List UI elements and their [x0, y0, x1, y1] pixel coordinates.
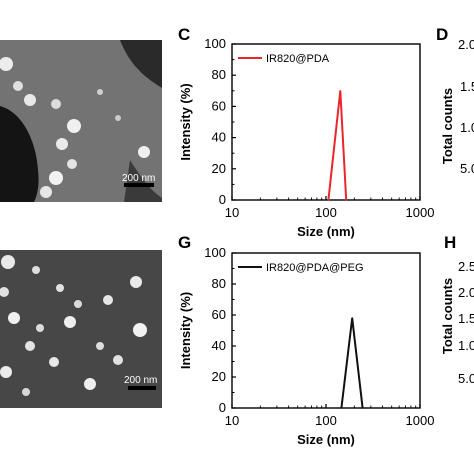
chart-d-ytick-2: 1.5 [460, 79, 474, 94]
chart-c-ytick-label: 80 [212, 67, 226, 82]
chart-g-data-point [340, 407, 343, 409]
chart-c-xtick-label: 1000 [406, 205, 435, 220]
chart-panel-h-partial: H Total counts 2.5 2.0 1.5 1.0 5.0 [440, 233, 474, 386]
chart-c-ytick-label: 20 [212, 161, 226, 176]
chart-c-data-point [327, 199, 330, 201]
chart-d-ytick-4: 5.0 [460, 161, 474, 176]
chart-panel-d-partial: D Total counts 2.0 1.5 1.0 5.0 [436, 25, 474, 176]
chart-g-data-point [361, 407, 364, 409]
chart-g-ytick-label: 20 [212, 369, 226, 384]
chart-g-data-point [351, 317, 354, 319]
sem-image-top: 200 nm [0, 40, 162, 202]
chart-g-series-line [340, 317, 364, 409]
panel-h-label: H [444, 233, 456, 252]
panel-c-label: C [178, 25, 190, 44]
panel-d-label: D [436, 25, 448, 44]
chart-d-ytick-3: 1.0 [460, 120, 474, 135]
chart-c-xtick-label: 100 [315, 205, 337, 220]
chart-d-ylabel: Total counts [440, 88, 455, 164]
chart-g-xlabel: Size (nm) [297, 432, 355, 447]
chart-c-legend-label: IR820@PDA [266, 53, 330, 65]
chart-c-ytick-label: 100 [204, 36, 226, 51]
chart-h-ytick-2: 2.0 [458, 285, 474, 300]
chart-c-ytick-label: 0 [219, 192, 226, 207]
chart-c-series-line [327, 90, 348, 201]
chart-g-xtick-label: 10 [225, 413, 239, 428]
chart-h-ylabel: Total counts [440, 278, 455, 354]
sem-top-scale-label: 200 nm [122, 173, 155, 184]
panel-g-label: G [178, 233, 191, 252]
chart-g-ytick-label: 80 [212, 276, 226, 291]
chart-c-data-point [339, 90, 342, 92]
chart-h-ytick-5: 5.0 [458, 371, 474, 386]
chart-c-data-point [345, 199, 347, 201]
chart-d-ytick-1: 2.0 [458, 37, 474, 52]
chart-c-ytick-label: 60 [212, 98, 226, 113]
chart-g-xtick-label: 100 [315, 413, 337, 428]
chart-g-ytick-label: 100 [204, 245, 226, 260]
chart-panel-g: G Intensity (%) Size (nm) 0 20 40 60 80 100 10… [178, 233, 434, 447]
chart-g-ylabel: Intensity (%) [178, 292, 193, 369]
chart-g-ytick-label: 40 [212, 338, 226, 353]
chart-g-legend-label: IR820@PDA@PEG [266, 262, 364, 274]
chart-c-ytick-label: 40 [212, 130, 226, 145]
chart-h-ytick-1: 2.5 [458, 259, 474, 274]
chart-c-xlabel: Size (nm) [297, 224, 355, 239]
sem-bottom-scale-label: 200 nm [124, 375, 157, 386]
chart-g-ytick-label: 60 [212, 307, 226, 322]
chart-h-ytick-4: 1.0 [458, 338, 474, 353]
chart-h-ytick-3: 1.5 [458, 311, 474, 326]
chart-c-frame [231, 43, 421, 201]
chart-panel-c: C Intensity (%) Size (nm) 0 20 40 60 80 100 10… [178, 25, 434, 239]
chart-c-ylabel: Intensity (%) [178, 83, 193, 160]
chart-c-xtick-label: 10 [225, 205, 239, 220]
chart-g-frame [231, 252, 421, 409]
chart-g-xtick-label: 1000 [406, 413, 435, 428]
sem-image-bottom: 200 nm [0, 250, 162, 408]
chart-g-ytick-label: 0 [219, 400, 226, 415]
